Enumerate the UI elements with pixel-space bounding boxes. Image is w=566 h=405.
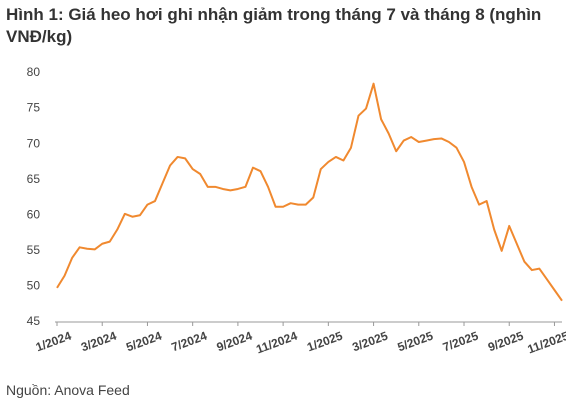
- y-tick-label: 65: [27, 172, 41, 186]
- y-tick-label: 55: [27, 243, 41, 257]
- y-tick-label: 70: [27, 136, 41, 150]
- y-tick-label: 75: [27, 101, 41, 115]
- x-tick-label: 5/2024: [124, 329, 164, 355]
- y-tick-label: 60: [27, 207, 41, 221]
- x-tick-label: 7/2025: [441, 329, 481, 355]
- y-tick-label: 80: [27, 65, 41, 79]
- source-note: Nguồn: Anova Feed: [6, 382, 130, 398]
- x-tick-label: 5/2025: [396, 329, 436, 355]
- x-tick-label: 9/2025: [486, 329, 526, 355]
- x-tick-label: 3/2025: [350, 329, 390, 355]
- x-tick-label: 1/2025: [305, 329, 345, 355]
- price-line: [56, 82, 563, 302]
- x-tick-label: 7/2024: [170, 329, 210, 355]
- x-tick-label: 11/2024: [254, 329, 299, 357]
- x-tick-label: 3/2024: [79, 329, 119, 355]
- x-tick-label: 11/2025: [526, 329, 566, 357]
- x-tick-label: 9/2024: [215, 329, 255, 355]
- x-tick-label: 1/2024: [34, 329, 74, 355]
- chart-title: Hình 1: Giá heo hơi ghi nhận giảm trong …: [6, 5, 542, 46]
- y-tick-label: 45: [27, 314, 41, 328]
- y-tick-label: 50: [27, 279, 41, 293]
